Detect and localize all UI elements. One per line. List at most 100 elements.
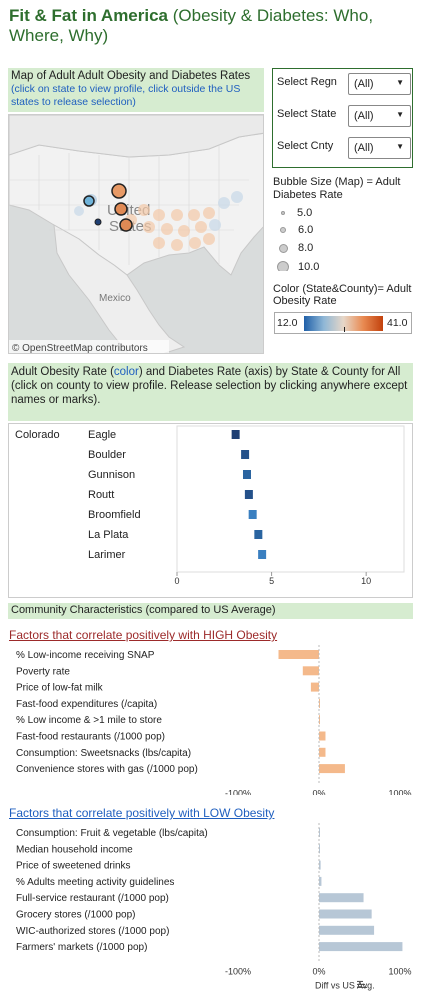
bubble[interactable] <box>171 239 183 251</box>
map-bubbles[interactable] <box>74 183 243 251</box>
bubble[interactable] <box>74 206 84 216</box>
factor-label: % Low income & >1 mile to store <box>16 715 162 726</box>
bubble-selected[interactable] <box>114 202 128 216</box>
size-legend-item: 5.0 <box>277 207 312 219</box>
county-label[interactable]: Eagle <box>88 429 116 441</box>
bubble-selected[interactable] <box>94 218 102 226</box>
filter-panel: Select Regn (All) ▼ Select State (All) ▼… <box>272 68 413 168</box>
region-select[interactable]: (All) ▼ <box>348 73 411 95</box>
county-mark[interactable] <box>231 430 240 439</box>
county-label[interactable]: La Plata <box>88 529 129 541</box>
factor-bar[interactable] <box>319 747 326 757</box>
factor-bar[interactable] <box>302 666 319 676</box>
page-title: Fit & Fat in America (Obesity & Diabetes… <box>9 6 414 46</box>
factor-bar[interactable] <box>319 909 372 919</box>
bubble[interactable] <box>153 237 165 249</box>
factor-bar[interactable] <box>319 731 326 741</box>
bubble[interactable] <box>189 237 201 249</box>
bubble-selected[interactable] <box>83 195 95 207</box>
factor-label: % Low-income receiving SNAP <box>16 650 155 661</box>
bubble[interactable] <box>195 221 207 233</box>
size-legend-item: 6.0 <box>277 224 313 236</box>
county-label[interactable]: Larimer <box>88 549 126 561</box>
factor-bar[interactable] <box>278 650 320 659</box>
color-gradient <box>304 316 383 331</box>
county-label[interactable]: Broomfield <box>88 509 141 521</box>
bubble[interactable] <box>143 221 155 233</box>
us-map[interactable]: United States Mexico <box>8 114 264 354</box>
bubble[interactable] <box>231 191 243 203</box>
factor-label: WIC-authorized stores (/1000 pop) <box>16 926 169 937</box>
bubble[interactable] <box>203 207 215 219</box>
state-label[interactable]: Colorado <box>15 429 60 441</box>
county-header-instructions: (click on county to view profile. Releas… <box>11 380 408 406</box>
attribution-bg <box>9 340 169 353</box>
bubble[interactable] <box>203 233 215 245</box>
high-factors-chart[interactable]: % Low-income receiving SNAP Poverty rate P… <box>0 645 422 812</box>
bubble[interactable] <box>138 204 150 216</box>
bubble[interactable] <box>209 219 221 231</box>
county-mark[interactable] <box>241 450 250 459</box>
color-legend-max: 41.0 <box>387 317 408 329</box>
bubble[interactable] <box>178 225 190 237</box>
x-tick-label: 0% <box>312 966 325 976</box>
county-label[interactable]: Routt <box>88 489 114 501</box>
factor-bar[interactable] <box>319 698 320 708</box>
state-select[interactable]: (All) ▼ <box>348 105 411 127</box>
x-tick-label: 0 <box>174 576 179 586</box>
county-label[interactable]: Boulder <box>88 449 126 461</box>
factor-label: Convenience stores with gas (/1000 pop) <box>16 764 198 775</box>
county-header-color-word: color <box>113 366 139 378</box>
canada-landmass <box>9 115 263 158</box>
bubble-selected[interactable] <box>119 218 133 232</box>
map-canvas[interactable]: United States Mexico <box>9 115 264 354</box>
bubble-selected[interactable] <box>111 183 127 199</box>
low-factors-chart[interactable]: Consumption: Fruit & vegetable (lbs/capi… <box>0 823 422 993</box>
sort-icon[interactable] <box>357 980 367 988</box>
mexico-landmass <box>53 224 186 353</box>
size-dot-icon <box>279 243 288 253</box>
community-header: Community Characteristics (compared to U… <box>8 603 413 619</box>
county-mark[interactable] <box>248 510 257 519</box>
bubble[interactable] <box>153 209 165 221</box>
factor-bar[interactable] <box>310 682 319 692</box>
size-legend-items: 5.0 6.0 8.0 10.0 <box>273 205 413 271</box>
factor-bar[interactable] <box>319 893 364 903</box>
county-label[interactable]: Gunnison <box>88 469 135 481</box>
bubble[interactable] <box>171 209 183 221</box>
bubble[interactable] <box>218 197 230 209</box>
map-header-title: Map of Adult Adult Obesity and Diabetes … <box>11 70 251 82</box>
x-tick-label: 5 <box>269 576 274 586</box>
county-mark[interactable] <box>254 530 263 539</box>
factor-label: Grocery stores (/1000 pop) <box>16 910 136 921</box>
map-header: Map of Adult Adult Obesity and Diabetes … <box>8 68 264 112</box>
factor-bar[interactable] <box>319 942 403 952</box>
factor-label: Price of sweetened drinks <box>16 861 131 872</box>
chevron-down-icon: ▼ <box>396 110 404 119</box>
color-legend-title: Color (State&County)= Adult Obesity Rate <box>273 283 412 307</box>
factor-bar[interactable] <box>319 860 321 870</box>
county-select[interactable]: (All) ▼ <box>348 137 411 159</box>
chevron-down-icon: ▼ <box>396 78 404 87</box>
color-legend-min: 12.0 <box>277 317 298 329</box>
factor-bar[interactable] <box>319 764 345 774</box>
factor-bar[interactable] <box>319 925 375 935</box>
county-diabetes-chart[interactable]: Colorado Eagle Boulder Gunnison Routt Broomfi… <box>8 423 413 598</box>
bubble[interactable] <box>188 209 200 221</box>
factor-bar[interactable] <box>319 876 322 886</box>
color-legend-scale: 12.0 41.0 <box>274 312 412 334</box>
map-header-instructions: (click on state to view profile, click o… <box>11 83 241 108</box>
x-tick-label: 100% <box>388 788 411 795</box>
county-mark[interactable] <box>242 470 251 479</box>
size-legend-item: 8.0 <box>277 242 313 254</box>
low-obesity-factors: Consumption: Fruit & vegetable (lbs/capi… <box>0 823 422 993</box>
bubble[interactable] <box>161 223 173 235</box>
county-mark[interactable] <box>258 550 267 559</box>
plot-area <box>176 425 405 573</box>
factor-bar[interactable] <box>319 715 320 725</box>
county-chart-canvas[interactable]: Colorado Eagle Boulder Gunnison Routt Broomfi… <box>9 424 412 597</box>
chevron-down-icon: ▼ <box>396 142 404 151</box>
county-mark[interactable] <box>244 490 253 499</box>
factor-label: Consumption: Sweetsnacks (lbs/capita) <box>16 748 191 759</box>
factor-label: Consumption: Fruit & vegetable (lbs/capi… <box>16 828 208 839</box>
